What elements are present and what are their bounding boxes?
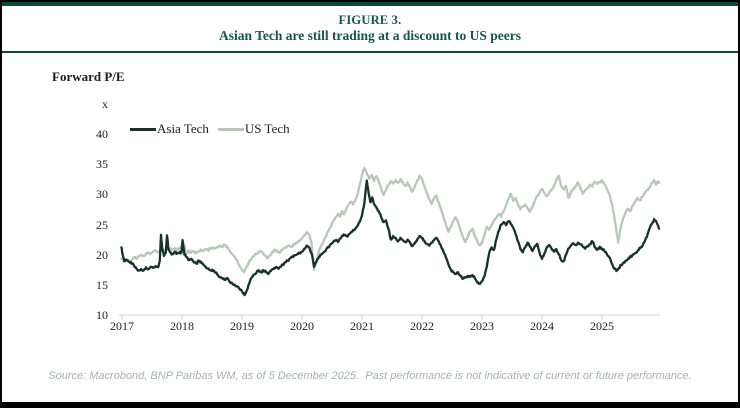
x-tick-label-2022: 2022 [410, 319, 434, 333]
source-note: Source: Macrobond, BNP Paribas WM, as of… [48, 370, 692, 382]
figure-title: Asian Tech are still trading at a discou… [218, 28, 522, 43]
title-divider [2, 51, 738, 53]
y-tick-label-25: 25 [96, 217, 108, 232]
y-tick-label-35: 35 [96, 157, 108, 172]
legend-label-us-tech: US Tech [244, 121, 290, 136]
y-tick-label-40: 40 [96, 127, 108, 141]
y-tick-label-10: 10 [96, 308, 108, 322]
x-tick-label-2017: 2017 [110, 319, 134, 333]
x-tick-label-2021: 2021 [350, 319, 374, 333]
x-tick-label-2024: 2024 [530, 319, 554, 333]
x-tick-label-2019: 2019 [230, 319, 254, 333]
asia-tech-line [120, 179, 661, 297]
legend-label-asia-tech: Asia Tech [157, 121, 209, 136]
bottom-frame-bar [2, 402, 738, 408]
y-tick-label-15: 15 [96, 277, 108, 292]
x-tick-label-2018: 2018 [170, 319, 194, 333]
y-axis-unit-label: x [102, 97, 108, 111]
top-accent-bar [2, 2, 738, 6]
top-frame-line [2, 0, 738, 2]
legend-item-asia-tech: Asia Tech [130, 121, 209, 137]
figure-label: FIGURE 3. [338, 13, 402, 27]
legend-item-us-tech: US Tech [217, 121, 290, 137]
us-tech-line-swatch [217, 127, 244, 131]
asia-tech-line-swatch [130, 127, 156, 131]
x-tick-label-2020: 2020 [290, 319, 314, 333]
y-axis-title: Forward P/E [52, 69, 125, 84]
us-tech-line [120, 166, 661, 274]
x-tick-label-2023: 2023 [470, 319, 494, 333]
x-tick-label-2025: 2025 [590, 319, 614, 333]
y-tick-label-20: 20 [96, 247, 108, 262]
chart-legend: Asia Tech US Tech [130, 121, 290, 137]
y-tick-label-30: 30 [96, 187, 108, 202]
